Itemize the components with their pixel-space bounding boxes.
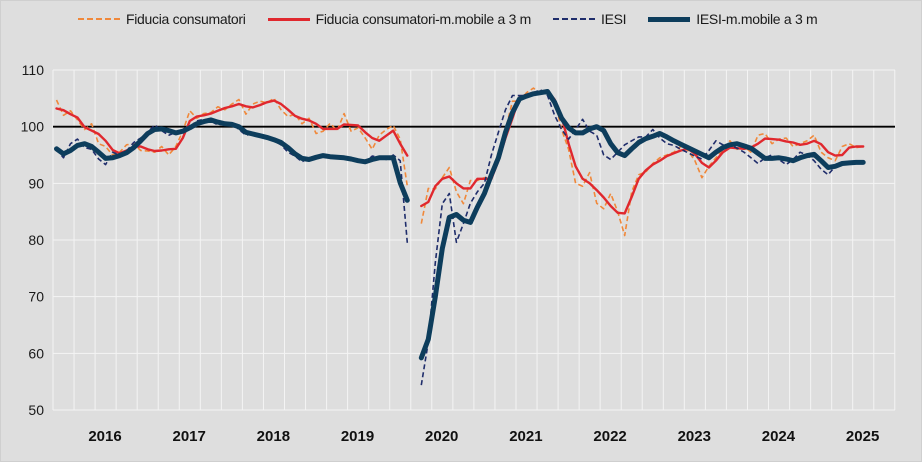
- legend-swatch-dashed-navy: [553, 18, 596, 20]
- legend-swatch-red: [267, 17, 310, 21]
- x-tick-label: 2024: [762, 428, 796, 445]
- x-tick-label: 2022: [593, 428, 626, 445]
- legend-item-iesi: IESI: [553, 11, 627, 27]
- legend: Fiducia consumatori Fiducia consumatori-…: [78, 11, 839, 27]
- x-tick-label: 2025: [846, 428, 879, 445]
- y-tick-label: 100: [21, 119, 45, 135]
- x-tick-label: 2016: [88, 428, 121, 445]
- y-tick-label: 70: [28, 289, 44, 305]
- x-tick-label: 2018: [257, 428, 290, 445]
- legend-item-iesi-mm3: IESI-m.mobile a 3 m: [648, 11, 818, 27]
- legend-label: IESI-m.mobile a 3 m: [696, 11, 818, 27]
- legend-item-fiducia-mm3: Fiducia consumatori-m.mobile a 3 m: [267, 11, 532, 27]
- legend-label: IESI: [601, 11, 627, 27]
- series-fiducia-consumatori: [55, 87, 864, 237]
- series-fiducia-consumatori-mm3: [55, 89, 865, 215]
- y-tick-label: 60: [28, 345, 44, 361]
- x-tick-label: 2020: [425, 428, 458, 445]
- legend-label: Fiducia consumatori: [126, 11, 246, 27]
- legend-swatch-dashed-orange: [78, 18, 120, 20]
- y-tick-label: 110: [22, 62, 45, 78]
- y-tick-label: 50: [28, 402, 44, 418]
- x-tick-label: 2023: [678, 428, 711, 445]
- y-tick-label: 80: [28, 232, 44, 248]
- y-tick-label: 90: [28, 175, 44, 191]
- x-tick-label: 2017: [172, 428, 205, 445]
- legend-item-fiducia-consumatori: Fiducia consumatori: [78, 11, 246, 27]
- x-tick-label: 2019: [341, 428, 374, 445]
- series-iesi-mm3: [54, 89, 866, 361]
- x-tick-label: 2021: [509, 428, 542, 445]
- legend-swatch-thick-blue: [648, 16, 691, 22]
- legend-label: Fiducia consumatori-m.mobile a 3 m: [315, 11, 532, 27]
